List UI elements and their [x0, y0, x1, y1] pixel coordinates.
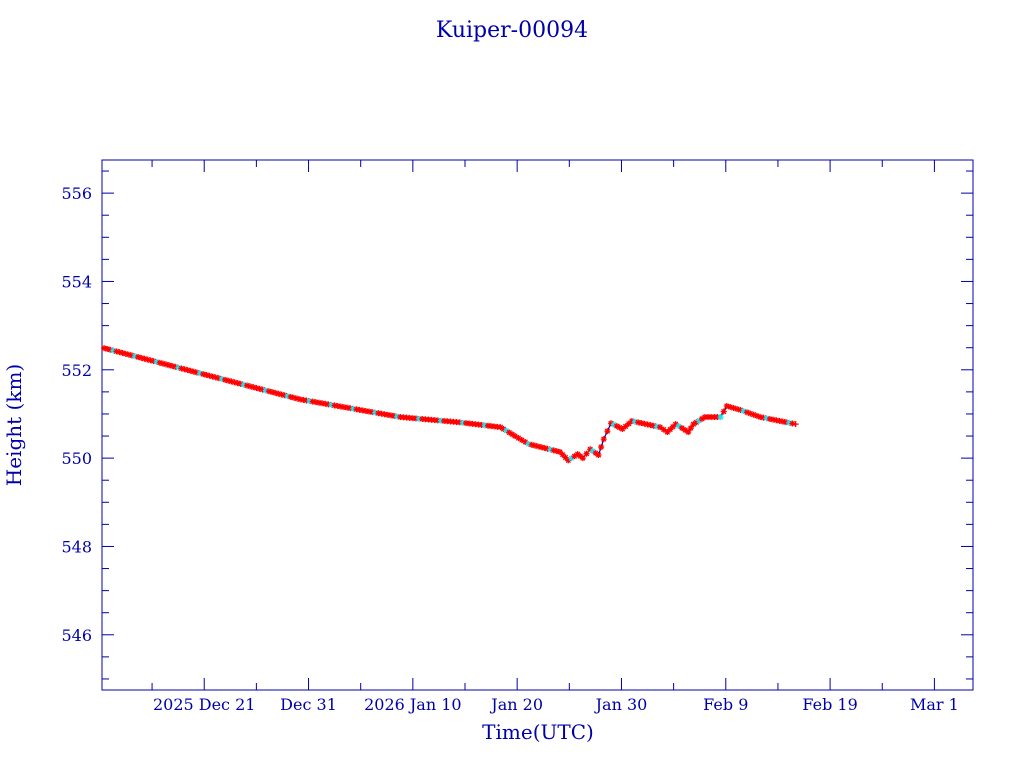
data-point — [595, 452, 602, 459]
y-tick-label: 548 — [61, 537, 92, 556]
y-tick-label: 556 — [61, 184, 92, 203]
data-point — [789, 420, 796, 427]
x-tick-label: 2026 Jan 10 — [364, 695, 462, 714]
data-point — [693, 419, 700, 426]
data-point — [685, 429, 692, 436]
data-point — [678, 425, 685, 432]
y-tick-label: 552 — [61, 361, 92, 380]
y-tick-label: 550 — [61, 449, 92, 468]
data-point — [512, 433, 519, 440]
data-point — [720, 408, 727, 415]
chart-title: Kuiper-00094 — [436, 18, 588, 43]
data-point — [284, 393, 291, 400]
x-axis-label: Time(UTC) — [482, 720, 594, 744]
data-point — [792, 421, 799, 428]
x-tick-label: Jan 30 — [594, 695, 648, 714]
data-point — [538, 444, 545, 451]
y-tick-label: 546 — [61, 626, 92, 645]
data-point — [604, 428, 611, 435]
plot-frame — [101, 159, 974, 691]
data-point — [247, 383, 254, 390]
data-point — [541, 444, 548, 451]
data-point — [579, 455, 586, 462]
data-point — [717, 414, 724, 421]
data-point — [687, 425, 694, 432]
x-tick-label: Feb 19 — [802, 695, 857, 714]
y-axis-label: Height (km) — [2, 364, 26, 486]
x-tick-label: Jan 20 — [489, 695, 543, 714]
data-point — [184, 367, 191, 374]
data-point — [598, 444, 605, 451]
y-tick-label: 554 — [61, 272, 92, 291]
data-point — [583, 450, 590, 457]
data-point — [525, 440, 532, 447]
data-point — [600, 436, 607, 443]
series-line — [103, 347, 796, 462]
x-tick-label: Mar 1 — [910, 695, 959, 714]
x-tick-label: Feb 9 — [703, 695, 748, 714]
x-tick-label: 2025 Dec 21 — [153, 695, 256, 714]
x-tick-label: Dec 31 — [280, 695, 337, 714]
